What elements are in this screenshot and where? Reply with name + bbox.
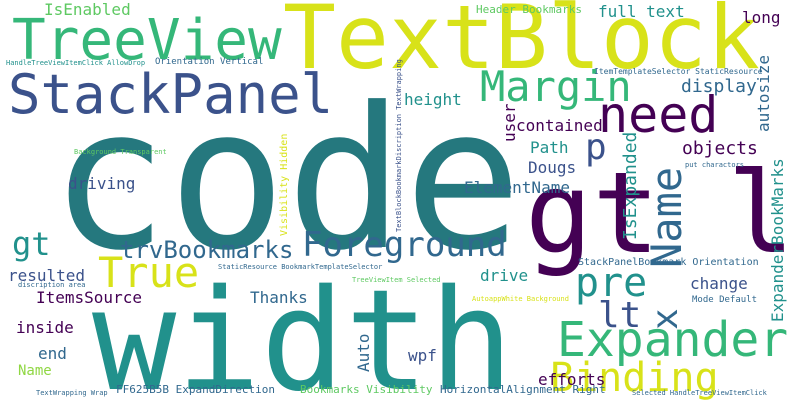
word-dougs: Dougs: [528, 158, 577, 177]
word-bookmarks-visibility: Bookmarks Visibility: [300, 383, 433, 396]
word-objects: objects: [682, 138, 758, 159]
word-autoappwhite-background: AutoappWhite Background: [472, 295, 569, 303]
word-thanks: Thanks: [250, 288, 308, 307]
word-long: long: [742, 8, 781, 27]
word-contained: contained: [516, 116, 603, 135]
word-background-transparent: Background Transparent: [74, 148, 167, 156]
word-discription-area: discription area: [18, 281, 86, 289]
word-inside: inside: [16, 318, 74, 337]
word-gt: gt: [12, 225, 51, 263]
word-binding: Binding: [550, 355, 719, 400]
word-textblock: TextBlock: [283, 0, 760, 89]
word-drive: drive: [480, 266, 529, 285]
word-textblockbookmark-textwrapping: TextBlockBookmarkDiscription TextWrappin…: [395, 59, 403, 232]
word-width: width: [92, 260, 514, 400]
word-autosize: autosize: [754, 54, 773, 132]
word-isenabled: IsEnabled: [44, 0, 131, 19]
word-efforts: efforts: [538, 370, 606, 389]
word-pre: pre: [575, 260, 648, 306]
word-horizontalalignment-right: HorizontalAlignment Right: [440, 383, 606, 396]
word-display: display: [681, 76, 757, 97]
word-selected-handle: Selected HandleTreeViewItemClick: [632, 389, 767, 397]
word-treeview: TreeView: [12, 8, 282, 73]
word-gt-lt: gt lt: [525, 149, 800, 279]
word-height: height: [404, 90, 462, 109]
word-itemssource: ItemsSource: [36, 288, 142, 307]
word-full-text: full text: [598, 2, 685, 21]
word-resulted: resulted: [8, 266, 86, 285]
word-path: Path: [530, 138, 569, 157]
word-name-large: Name: [642, 166, 691, 268]
word-trvbookmarks: trvBookmarks: [120, 236, 294, 264]
word-ff625b5b: FF625B5B ExpandDirection: [116, 383, 275, 396]
word-header-bookmarks: Header Bookmarks: [476, 3, 582, 16]
word-true: True: [98, 248, 200, 297]
word-user: user: [500, 103, 519, 142]
word-visibility-hidden: Visibility Hidden: [279, 133, 290, 236]
word-x: x: [645, 308, 686, 330]
word-foreground: Foreground: [302, 225, 507, 265]
word-code: code: [50, 66, 523, 294]
word-lt: lt: [598, 295, 642, 336]
word-itemtemplateselector: ItemTemplateSelector StaticResource: [594, 67, 763, 76]
word-end: end: [38, 344, 67, 363]
word-stackpanelbookmark-orientation: StackPanelBookmark Orientation: [578, 257, 759, 268]
word-orientation-vertical: Orientation Vertical: [155, 57, 264, 67]
word-staticresource-bts: StaticResource BookmarkTemplateSelector: [218, 263, 383, 271]
word-mode-default: Mode Default: [692, 295, 758, 305]
word-treeviewitem-selected: TreeViewItem Selected: [352, 276, 441, 284]
word-isexpanded: IsExpanded: [620, 131, 641, 240]
word-stackpanel: StackPanel: [8, 63, 334, 126]
word-put-charactors: put charactors: [685, 161, 745, 169]
word-driving: driving: [68, 174, 136, 193]
word-expander: Expander: [557, 312, 789, 368]
word-p: p: [585, 127, 607, 168]
word-change: change: [690, 274, 748, 293]
word-wpf: wpf: [408, 346, 437, 365]
word-textwrapping-wrap: TextWrapping Wrap: [36, 389, 108, 397]
word-name-small: Name: [18, 363, 52, 379]
word-expanderbookmarks: ExpanderBookMarks: [768, 158, 787, 322]
word-auto: Auto: [354, 333, 373, 372]
word-handle-allowdrop: HandleTreeViewItemClick AllowDrop: [6, 59, 146, 67]
word-elementname: ElementName: [464, 178, 570, 197]
word-margin: Margin: [480, 62, 632, 111]
word-need: need: [598, 86, 719, 144]
